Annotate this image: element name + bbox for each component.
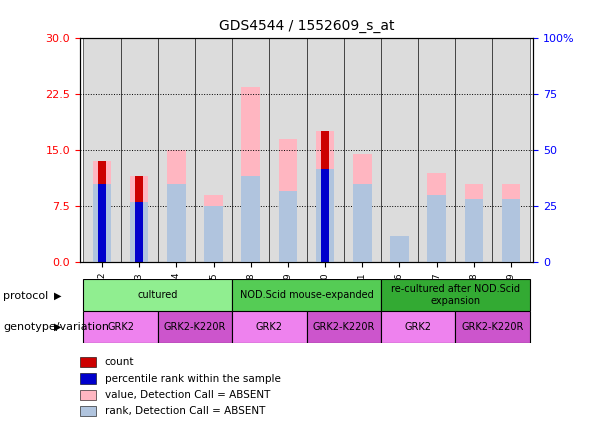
Bar [130, 176, 148, 262]
Bar [455, 38, 492, 262]
Bar [83, 38, 121, 262]
Bar [204, 206, 223, 262]
Bar [381, 279, 530, 311]
Bar [344, 38, 381, 262]
Bar [455, 311, 530, 343]
Bar [353, 184, 371, 262]
Text: re-cultured after NOD.Scid
expansion: re-cultured after NOD.Scid expansion [390, 284, 520, 306]
Bar [98, 184, 106, 262]
Bar [130, 203, 148, 262]
Bar [316, 132, 334, 262]
Bar [427, 195, 446, 262]
Bar [93, 184, 112, 262]
Bar [279, 139, 297, 262]
Text: protocol: protocol [3, 291, 48, 301]
Bar [242, 87, 260, 262]
Bar [93, 162, 112, 262]
Bar [316, 169, 334, 262]
Bar [80, 374, 96, 384]
Title: GDS4544 / 1552609_s_at: GDS4544 / 1552609_s_at [219, 19, 394, 33]
Bar [306, 38, 344, 262]
Bar [269, 38, 306, 262]
Bar [135, 176, 143, 262]
Bar [279, 191, 297, 262]
Text: GRK2: GRK2 [256, 322, 283, 332]
Bar [232, 279, 381, 311]
Bar [321, 169, 329, 262]
Bar [242, 176, 260, 262]
Text: ▶: ▶ [54, 321, 61, 332]
Bar [381, 311, 455, 343]
Bar [427, 173, 446, 262]
Bar [83, 279, 232, 311]
Bar [501, 199, 520, 262]
Bar [390, 236, 409, 262]
Bar [232, 38, 269, 262]
Text: NOD.Scid mouse-expanded: NOD.Scid mouse-expanded [240, 290, 373, 300]
Bar [158, 38, 195, 262]
Bar [492, 38, 530, 262]
Bar [306, 311, 381, 343]
Bar [80, 390, 96, 400]
Text: rank, Detection Call = ABSENT: rank, Detection Call = ABSENT [105, 406, 265, 416]
Bar [353, 154, 371, 262]
Bar [321, 132, 329, 262]
Text: GRK2-K220R: GRK2-K220R [461, 322, 524, 332]
Bar [381, 38, 418, 262]
Bar [204, 195, 223, 262]
Text: percentile rank within the sample: percentile rank within the sample [105, 374, 281, 384]
Text: GRK2: GRK2 [107, 322, 134, 332]
Text: ▶: ▶ [54, 291, 61, 301]
Text: GRK2-K220R: GRK2-K220R [313, 322, 375, 332]
Bar [98, 162, 106, 262]
Bar [465, 184, 483, 262]
Bar [158, 311, 232, 343]
Text: count: count [105, 357, 134, 367]
Bar [80, 406, 96, 416]
Text: GRK2-K220R: GRK2-K220R [164, 322, 226, 332]
Bar [121, 38, 158, 262]
Bar [135, 203, 143, 262]
Bar [83, 311, 158, 343]
Text: genotype/variation: genotype/variation [3, 321, 109, 332]
Bar [501, 184, 520, 262]
Text: GRK2: GRK2 [405, 322, 432, 332]
Bar [465, 199, 483, 262]
Bar [80, 357, 96, 368]
Bar [167, 150, 186, 262]
Bar [418, 38, 455, 262]
Bar [232, 311, 306, 343]
Bar [390, 236, 409, 262]
Bar [167, 184, 186, 262]
Text: cultured: cultured [137, 290, 178, 300]
Text: value, Detection Call = ABSENT: value, Detection Call = ABSENT [105, 390, 270, 400]
Bar [195, 38, 232, 262]
